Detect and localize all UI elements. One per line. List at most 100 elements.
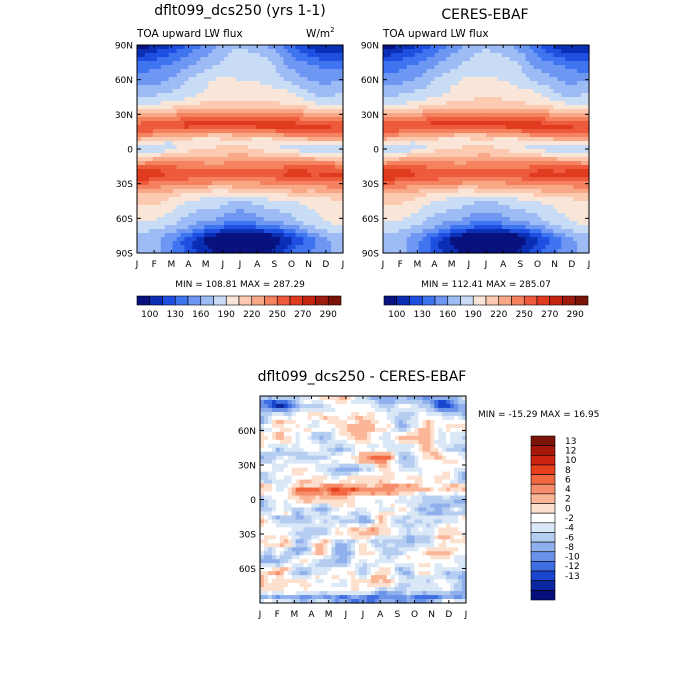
heatmap-cell: [263, 149, 269, 154]
heatmap-cell: [446, 53, 451, 58]
heatmap-cell: [446, 241, 451, 246]
heatmap-cell: [251, 217, 257, 222]
heatmap-cell: [339, 61, 344, 66]
heatmap-cell: [196, 97, 201, 102]
heatmap-cell: [148, 165, 154, 170]
heatmap-cell: [303, 105, 308, 110]
heatmap-cell: [493, 117, 499, 122]
heatmap-cell: [172, 213, 178, 218]
heatmap-cell: [383, 161, 388, 166]
heatmap-cell: [497, 125, 503, 130]
heatmap-cell: [402, 173, 408, 178]
heatmap-cell: [410, 217, 416, 222]
heatmap-cell: [156, 189, 162, 194]
heatmap-cell: [263, 73, 269, 78]
heatmap-cell: [521, 65, 527, 70]
heatmap-cell: [287, 153, 293, 158]
heatmap-cell: [335, 205, 340, 210]
heatmap-cell: [279, 129, 285, 134]
heatmap-cell: [446, 193, 451, 198]
heatmap-cell: [172, 53, 178, 58]
heatmap-cell: [537, 97, 543, 102]
heatmap-cell: [299, 201, 304, 206]
heatmap-cell: [196, 145, 201, 150]
heatmap-cell: [327, 161, 332, 166]
heatmap-cell: [220, 169, 225, 174]
heatmap-cell: [383, 173, 388, 178]
heatmap-cell: [462, 225, 467, 230]
heatmap-cell: [208, 53, 213, 58]
heatmap-cell: [319, 217, 324, 222]
heatmap-cell: [255, 153, 261, 158]
heatmap-cell: [406, 69, 412, 74]
heatmap-cell: [525, 173, 531, 178]
heatmap-cell: [176, 193, 182, 198]
heatmap-cell: [402, 65, 408, 70]
heatmap-cell: [164, 233, 170, 238]
heatmap-cell: [545, 145, 550, 150]
heatmap-cell: [545, 165, 550, 170]
heatmap-cell: [438, 117, 444, 122]
heatmap-cell: [172, 217, 178, 222]
heatmap-cell: [390, 205, 396, 210]
heatmap-cell: [291, 121, 297, 126]
heatmap-cell: [204, 53, 209, 58]
heatmap-cell: [232, 53, 237, 58]
heatmap-cell: [497, 89, 503, 94]
heatmap-cell: [156, 153, 162, 158]
heatmap-cell: [299, 97, 304, 102]
heatmap-cell: [168, 209, 174, 214]
heatmap-cell: [232, 109, 237, 114]
heatmap-cell: [517, 53, 523, 58]
heatmap-cell: [466, 225, 471, 230]
heatmap-cell: [398, 229, 404, 234]
heatmap-cell: [192, 241, 198, 246]
heatmap-cell: [204, 85, 209, 90]
heatmap-cell: [224, 249, 229, 254]
heatmap-cell: [216, 169, 221, 174]
heatmap-cell: [283, 113, 289, 118]
heatmap-cell: [140, 189, 146, 194]
heatmap-cell: [422, 93, 428, 98]
heatmap-cell: [232, 129, 237, 134]
heatmap-cell: [482, 161, 487, 166]
colorbar-swatch: [213, 295, 227, 306]
heatmap-cell: [307, 153, 312, 158]
heatmap-cell: [549, 89, 554, 94]
heatmap-cell: [168, 101, 174, 106]
heatmap-cell: [525, 89, 531, 94]
heatmap-cell: [486, 201, 491, 206]
heatmap-cell: [430, 173, 436, 178]
heatmap-cell: [513, 137, 519, 142]
heatmap-cell: [462, 65, 467, 70]
heatmap-cell: [228, 85, 233, 90]
heatmap-cell: [259, 209, 265, 214]
heatmap-cell: [212, 217, 217, 222]
heatmap-cell: [505, 129, 511, 134]
heatmap-cell: [414, 73, 420, 78]
heatmap-cell: [470, 45, 475, 50]
heatmap-cell: [478, 133, 483, 138]
heatmap-cell: [259, 229, 265, 234]
heatmap-cell: [307, 97, 312, 102]
heatmap-cell: [232, 205, 237, 210]
heatmap-cell: [386, 217, 392, 222]
heatmap-cell: [430, 97, 436, 102]
heatmap-cell: [537, 237, 543, 242]
heatmap-cell: [156, 165, 162, 170]
heatmap-cell: [521, 161, 527, 166]
heatmap-cell: [434, 93, 440, 98]
heatmap-cell: [493, 213, 499, 218]
heatmap-cell: [283, 145, 289, 150]
heatmap-cell: [259, 77, 265, 82]
heatmap-cell: [474, 237, 479, 242]
heatmap-cell: [216, 181, 221, 186]
heatmap-cell: [438, 169, 444, 174]
heatmap-cell: [279, 53, 285, 58]
heatmap-cell: [240, 201, 245, 206]
heatmap-cell: [537, 229, 543, 234]
heatmap-cell: [474, 117, 479, 122]
heatmap-cell: [228, 173, 233, 178]
heatmap-cell: [251, 153, 257, 158]
x-tick-label: J: [238, 260, 242, 270]
